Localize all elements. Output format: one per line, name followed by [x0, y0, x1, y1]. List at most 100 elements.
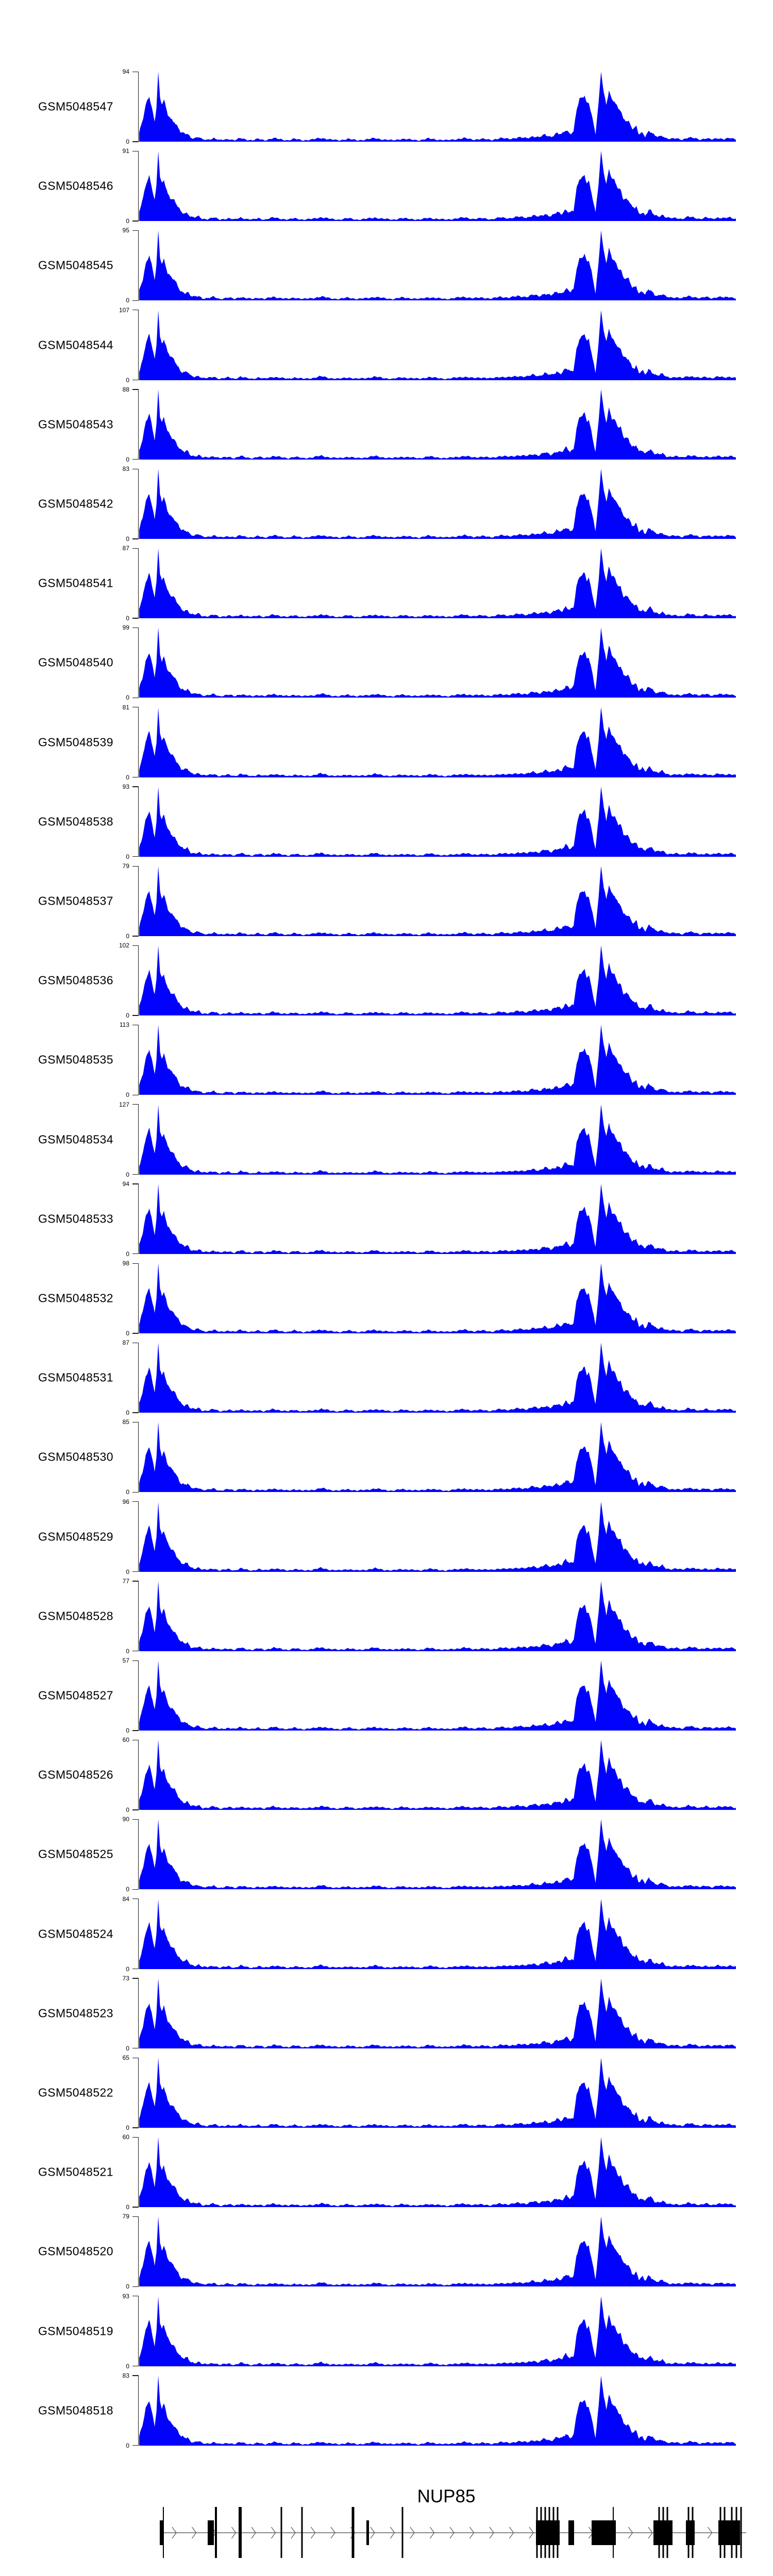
- strand-direction-chevron-icon: [271, 2527, 276, 2539]
- y-axis-max-label: 60: [122, 2133, 129, 2141]
- signal-track-row: GSM5048529 96 0: [0, 1497, 773, 1577]
- sample-label: GSM5048544: [38, 338, 113, 352]
- y-axis-zero-label: 0: [126, 1171, 129, 1178]
- exon-box: [653, 2520, 673, 2545]
- transcript-exon-mark: [215, 2507, 217, 2558]
- signal-track-row: GSM5048543 88 0: [0, 384, 773, 464]
- y-axis-max-label: 73: [122, 1974, 129, 1982]
- y-axis-line: [138, 2058, 139, 2128]
- coverage-signal-area: [139, 628, 736, 698]
- y-axis-line: [138, 469, 139, 539]
- sample-label: GSM5048524: [38, 1927, 113, 1941]
- y-axis-zero-tick: [132, 1412, 139, 1413]
- coverage-signal-area: [139, 1978, 736, 2048]
- y-axis-zero-label: 0: [126, 138, 129, 145]
- sample-label: GSM5048531: [38, 1370, 113, 1384]
- strand-direction-chevron-icon: [628, 2527, 633, 2539]
- signal-track-row: GSM5048531 87 0: [0, 1337, 773, 1417]
- y-axis-zero-label: 0: [126, 2442, 129, 2449]
- coverage-signal-area: [139, 1263, 736, 1333]
- gene-model-track: [160, 2507, 746, 2558]
- sample-label: GSM5048523: [38, 2006, 113, 2020]
- y-axis-zero-label: 0: [126, 1965, 129, 1973]
- signal-track-row: GSM5048523 73 0: [0, 1973, 773, 2053]
- signal-track-row: GSM5048539 81 0: [0, 702, 773, 782]
- transcript-exon-mark: [351, 2507, 355, 2558]
- signal-track-row: GSM5048522 65 0: [0, 2053, 773, 2132]
- y-axis-zero-label: 0: [126, 2362, 129, 2370]
- y-axis-line: [138, 72, 139, 142]
- transcript-exon-mark: [740, 2507, 742, 2558]
- exon-box: [718, 2520, 740, 2545]
- sample-label: GSM5048518: [38, 2403, 113, 2417]
- y-axis-line: [138, 2137, 139, 2208]
- y-axis-line: [138, 1025, 139, 1095]
- y-axis-max-label: 65: [122, 2054, 129, 2061]
- y-axis-max-label: 91: [122, 147, 129, 155]
- signal-track-row: GSM5048526 60 0: [0, 1735, 773, 1815]
- strand-direction-chevron-icon: [390, 2527, 395, 2539]
- coverage-signal-area: [139, 1104, 736, 1175]
- signal-track-row: GSM5048534 127 0: [0, 1099, 773, 1179]
- sample-label: GSM5048547: [38, 99, 113, 113]
- y-axis-top-tick: [132, 786, 139, 787]
- sample-label: GSM5048521: [38, 2165, 113, 2179]
- sample-label: GSM5048538: [38, 815, 113, 828]
- y-axis-zero-label: 0: [126, 615, 129, 622]
- y-axis-max-label: 127: [119, 1100, 129, 1108]
- strand-direction-chevron-icon: [469, 2527, 475, 2539]
- y-axis-top-tick: [132, 230, 139, 231]
- y-axis-line: [138, 707, 139, 778]
- y-axis-zero-label: 0: [126, 1330, 129, 1337]
- signal-track-row: GSM5048524 84 0: [0, 1894, 773, 1974]
- y-axis-zero-label: 0: [126, 1647, 129, 1655]
- y-axis-zero-label: 0: [126, 1012, 129, 1020]
- y-axis-top-tick: [132, 2216, 139, 2217]
- y-axis-top-tick: [132, 1183, 139, 1184]
- sample-label: GSM5048520: [38, 2244, 113, 2258]
- y-axis-max-label: 99: [122, 624, 129, 632]
- strand-direction-chevron-icon: [509, 2527, 514, 2539]
- y-axis-zero-label: 0: [126, 1488, 129, 1496]
- sample-label: GSM5048539: [38, 735, 113, 749]
- y-axis-zero-tick: [132, 459, 139, 460]
- sample-label: GSM5048537: [38, 894, 113, 908]
- y-axis-line: [138, 1819, 139, 1890]
- signal-track-row: GSM5048533 94 0: [0, 1179, 773, 1259]
- y-axis-line: [138, 1581, 139, 1652]
- strand-direction-chevron-icon: [291, 2527, 296, 2539]
- y-axis-zero-label: 0: [126, 694, 129, 702]
- y-axis-line: [138, 1183, 139, 1255]
- y-axis-top-tick: [132, 1660, 139, 1661]
- strand-direction-chevron-icon: [529, 2527, 534, 2539]
- exon-box: [160, 2520, 163, 2545]
- coverage-signal-area: [139, 2296, 736, 2366]
- y-axis-zero-tick: [132, 1253, 139, 1255]
- y-axis-max-label: 90: [122, 1816, 129, 1823]
- sample-label: GSM5048529: [38, 1530, 113, 1544]
- strand-direction-chevron-icon: [370, 2527, 375, 2539]
- y-axis-zero-tick: [132, 1492, 139, 1493]
- y-axis-top-tick: [132, 1104, 139, 1105]
- coverage-signal-area: [139, 2375, 736, 2446]
- strand-direction-chevron-icon: [410, 2527, 415, 2539]
- y-axis-zero-tick: [132, 538, 139, 539]
- y-axis-zero-label: 0: [126, 2044, 129, 2052]
- strand-direction-chevron-icon: [330, 2527, 335, 2539]
- coverage-signal-area: [139, 1422, 736, 1493]
- sample-label: GSM5048542: [38, 497, 113, 511]
- y-axis-max-label: 113: [119, 1021, 129, 1029]
- transcript-exon-mark: [163, 2507, 164, 2558]
- signal-track-row: GSM5048547 94 0: [0, 66, 773, 146]
- coverage-signal-area: [139, 2216, 736, 2287]
- signal-track-row: GSM5048536 102 0: [0, 940, 773, 1020]
- y-axis-zero-label: 0: [126, 1250, 129, 1258]
- y-axis-zero-label: 0: [126, 297, 129, 304]
- sample-label: GSM5048532: [38, 1291, 113, 1305]
- transcript-exon-mark: [401, 2507, 404, 2558]
- y-axis-zero-label: 0: [126, 455, 129, 463]
- y-axis-line: [138, 1104, 139, 1175]
- signal-track-row: GSM5048530 85 0: [0, 1417, 773, 1497]
- coverage-signal-area: [139, 707, 736, 777]
- coverage-signal-area: [139, 786, 736, 857]
